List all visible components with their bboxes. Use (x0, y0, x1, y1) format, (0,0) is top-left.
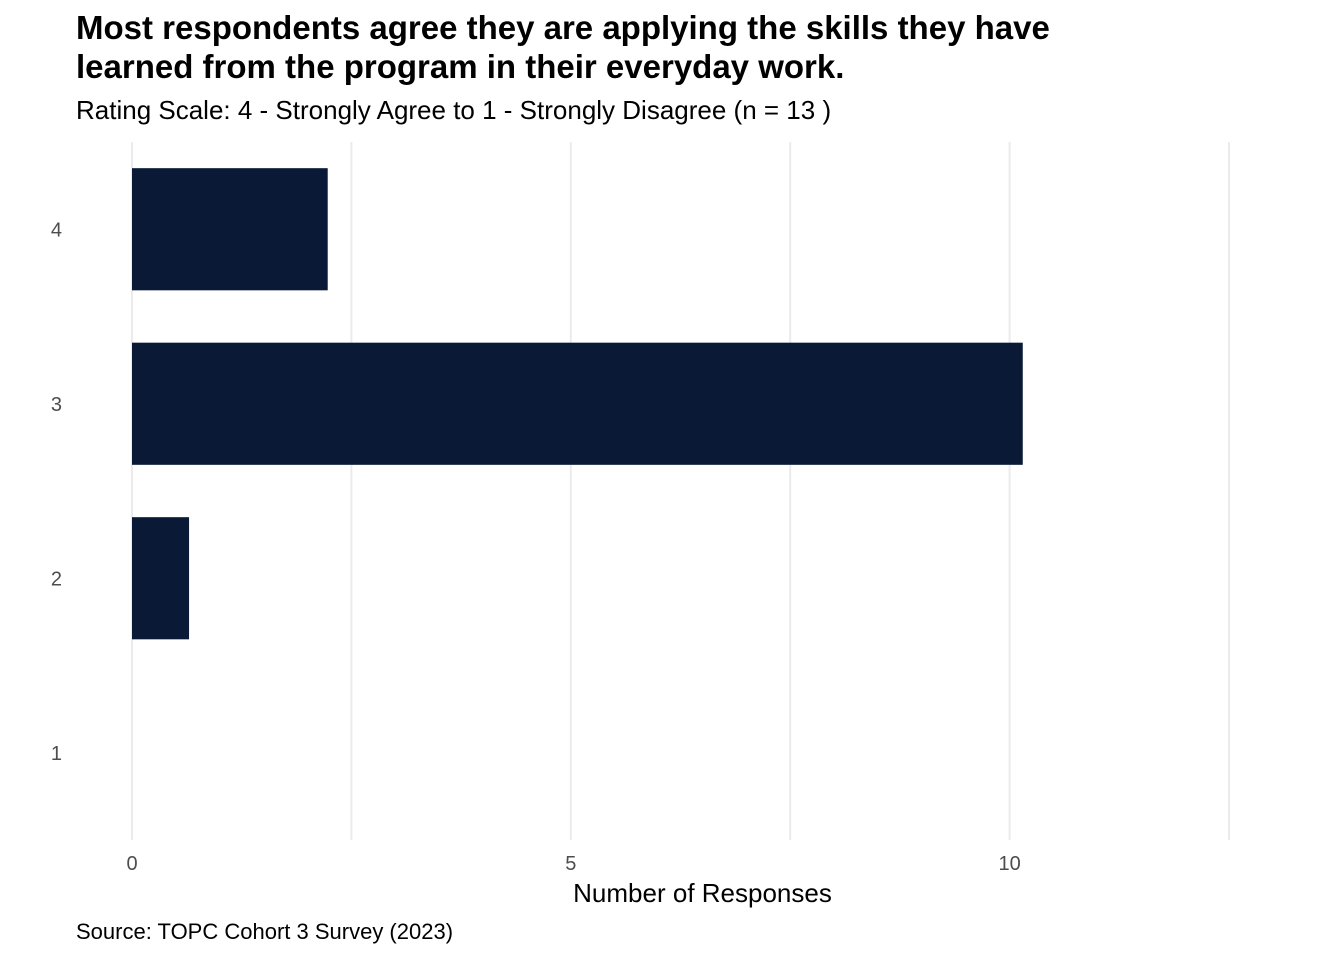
x-axis-title: Number of Responses (573, 878, 832, 908)
gridlines (131, 142, 1230, 840)
y-axis-ticks: 4 3 2 1 (51, 219, 62, 765)
x-axis-ticks: 0 5 10 (126, 853, 1020, 875)
y-tick-label: 4 (51, 219, 62, 241)
bar-2 (132, 517, 190, 640)
y-tick-label: 3 (51, 394, 62, 416)
bars (132, 168, 1023, 640)
bar-4 (132, 168, 328, 291)
bar-3 (132, 342, 1023, 465)
y-tick-label: 2 (51, 568, 62, 590)
x-tick-label: 0 (126, 853, 137, 875)
chart-caption: Source: TOPC Cohort 3 Survey (2023) (76, 919, 454, 944)
chart-subtitle: Rating Scale: 4 - Strongly Agree to 1 - … (76, 95, 832, 125)
chart-title: Most respondents agree they are applying… (76, 9, 1050, 85)
x-tick-label: 10 (998, 853, 1020, 875)
y-tick-label: 1 (51, 743, 62, 765)
x-tick-label: 5 (565, 853, 576, 875)
